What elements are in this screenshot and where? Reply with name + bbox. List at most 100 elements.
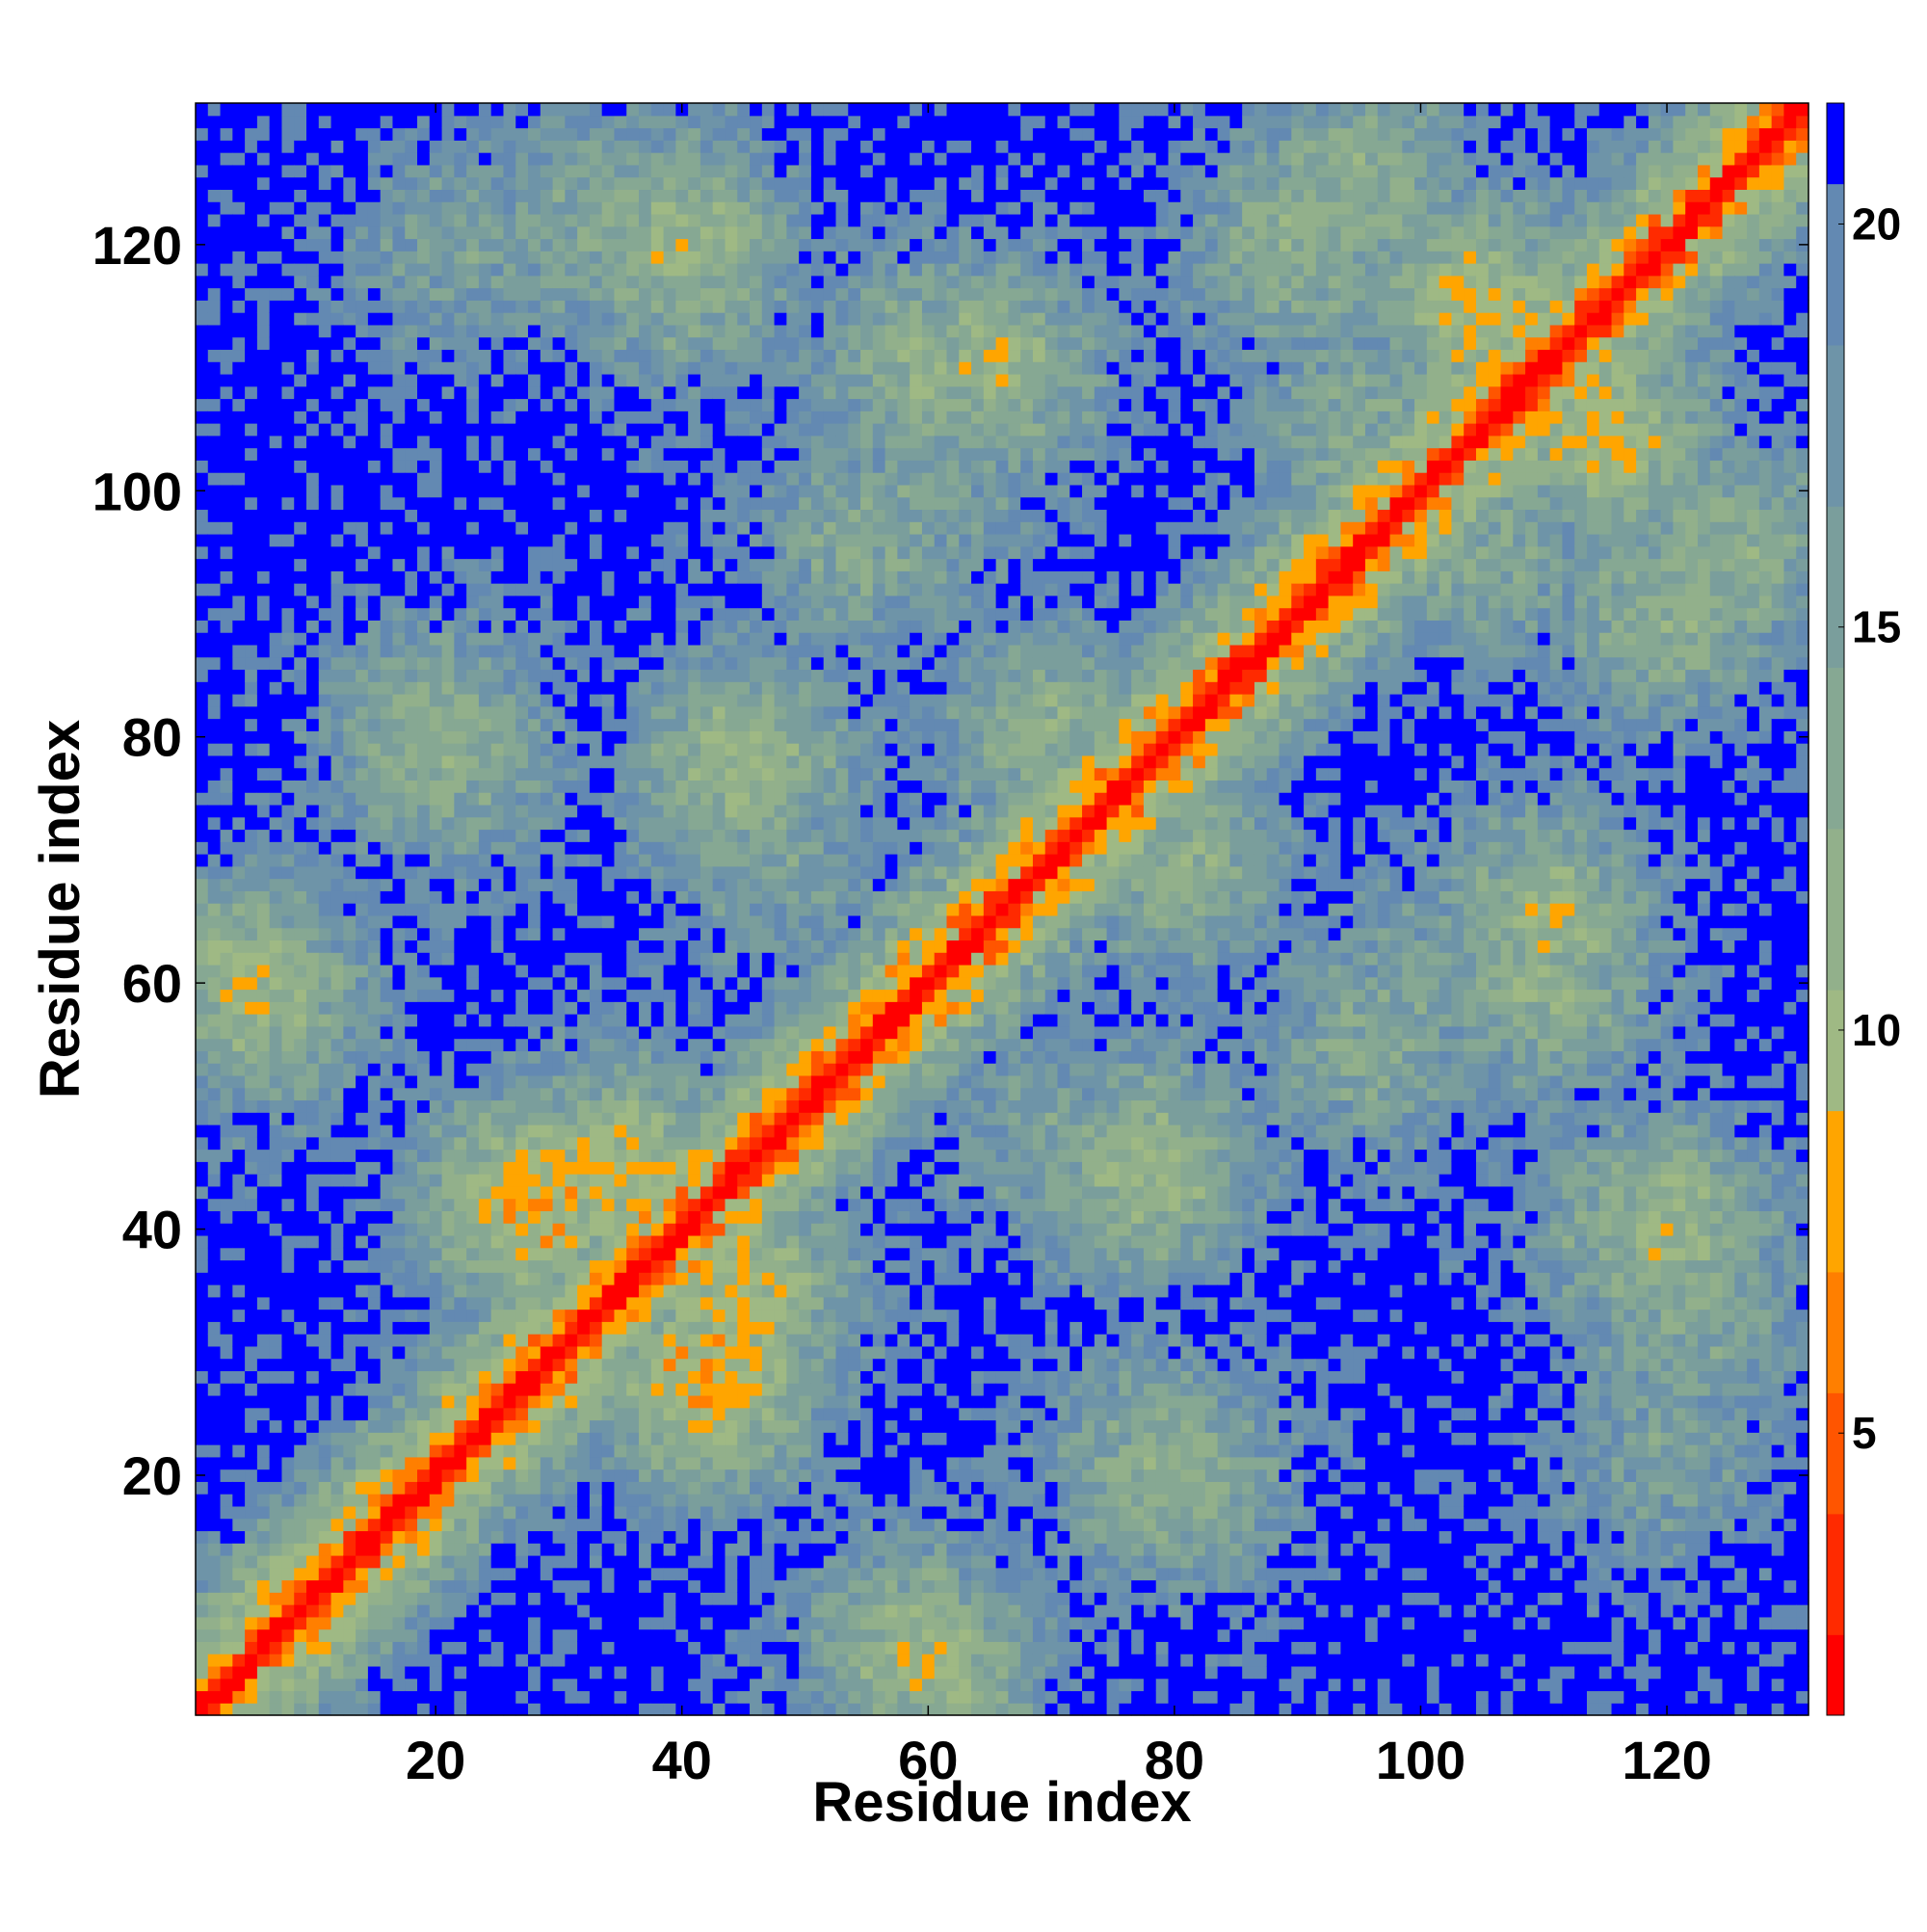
heatmap-cell [294, 1259, 307, 1273]
heatmap-cell [232, 1690, 246, 1704]
heatmap-cell [639, 410, 652, 424]
heatmap-cell [650, 1259, 665, 1273]
heatmap-cell [318, 878, 332, 891]
heatmap-cell [380, 164, 394, 178]
heatmap-cell [405, 1345, 418, 1360]
heatmap-cell [565, 324, 578, 338]
heatmap-cell [503, 607, 516, 621]
heatmap-cell [220, 1296, 233, 1310]
heatmap-cell [256, 1456, 271, 1470]
heatmap-cell [614, 447, 627, 461]
heatmap-cell [490, 1628, 505, 1642]
heatmap-cell [207, 1223, 222, 1236]
heatmap-cell [281, 521, 295, 535]
heatmap-cell [367, 164, 382, 178]
heatmap-cell [589, 1038, 603, 1051]
heatmap-cell [429, 1345, 443, 1360]
heatmap-cell [380, 1641, 394, 1654]
heatmap-cell [515, 656, 529, 671]
heatmap-cell [256, 164, 271, 178]
heatmap-cell [281, 1124, 295, 1138]
heatmap-cell [503, 213, 516, 227]
heatmap-cell [478, 1579, 492, 1593]
heatmap-cell [528, 1149, 541, 1162]
heatmap-cell [343, 460, 356, 473]
heatmap-cell [454, 890, 467, 904]
heatmap-cell [380, 201, 394, 215]
heatmap-cell [626, 730, 640, 744]
heatmap-cell [490, 1665, 505, 1680]
heatmap-cell [601, 952, 616, 966]
heatmap-cell [650, 361, 665, 375]
heatmap-cell [601, 140, 616, 153]
heatmap-cell [540, 1543, 554, 1556]
heatmap-cell [577, 1223, 591, 1236]
heatmap-cell [356, 1210, 369, 1224]
heatmap-cell [245, 1149, 258, 1162]
heatmap-cell [441, 1358, 455, 1372]
heatmap-cell [589, 1358, 603, 1372]
heatmap-cell [306, 1247, 320, 1261]
heatmap-cell [589, 189, 603, 202]
heatmap-cell [306, 1703, 320, 1716]
heatmap-cell [269, 1456, 283, 1470]
heatmap-cell [639, 1174, 652, 1187]
heatmap-cell [232, 1703, 246, 1716]
heatmap-cell [503, 1334, 516, 1347]
heatmap-cell [256, 878, 271, 891]
heatmap-cell [639, 1554, 652, 1569]
heatmap-cell [220, 398, 233, 411]
heatmap-cell [441, 410, 455, 424]
heatmap-cell [207, 669, 222, 682]
heatmap-cell [565, 989, 578, 1002]
heatmap-cell [515, 533, 529, 547]
heatmap-cell [441, 1518, 455, 1532]
heatmap-cell [490, 1579, 505, 1593]
heatmap-cell [429, 1690, 443, 1704]
heatmap-cell [490, 903, 505, 916]
heatmap-cell [405, 890, 418, 904]
heatmap-cell [490, 423, 505, 437]
heatmap-cell [281, 1432, 295, 1445]
heatmap-cell [380, 496, 394, 511]
heatmap-cell [577, 1136, 591, 1151]
heatmap-cell [650, 349, 665, 362]
heatmap-cell [454, 1210, 467, 1224]
heatmap-cell [650, 545, 665, 560]
heatmap-cell [417, 989, 431, 1002]
heatmap-cell [503, 435, 516, 449]
heatmap-cell [454, 1185, 467, 1200]
heatmap-cell [380, 521, 394, 535]
heatmap-cell [515, 890, 529, 904]
heatmap-cell [220, 1234, 233, 1249]
heatmap-cell [441, 1456, 455, 1470]
heatmap-cell [639, 1234, 652, 1249]
heatmap-cell [232, 521, 246, 535]
heatmap-cell [220, 1063, 233, 1076]
heatmap-cell [245, 1678, 258, 1692]
heatmap-cell [639, 1074, 652, 1089]
heatmap-cell [601, 940, 616, 953]
heatmap-cell [256, 656, 271, 671]
heatmap-cell [207, 607, 222, 621]
heatmap-cell [392, 632, 406, 646]
heatmap-cell [552, 1259, 566, 1273]
heatmap-cell [626, 1112, 640, 1125]
heatmap-cell [256, 251, 271, 264]
heatmap-cell [639, 903, 652, 916]
heatmap-cell [367, 1456, 382, 1470]
heatmap-cell [380, 140, 394, 153]
heatmap-cell [281, 251, 295, 264]
heatmap-cell [552, 816, 566, 831]
heatmap-cell [306, 1025, 320, 1040]
heatmap-cell [650, 1592, 665, 1605]
heatmap-cell [417, 1592, 431, 1605]
heatmap-cell [565, 164, 578, 178]
heatmap-cell [318, 865, 332, 880]
heatmap-cell [281, 558, 295, 571]
heatmap-cell [429, 914, 443, 929]
heatmap-cell [318, 1432, 332, 1445]
heatmap-cell [330, 1321, 344, 1335]
heatmap-cell [540, 570, 554, 584]
heatmap-cell [503, 570, 516, 584]
